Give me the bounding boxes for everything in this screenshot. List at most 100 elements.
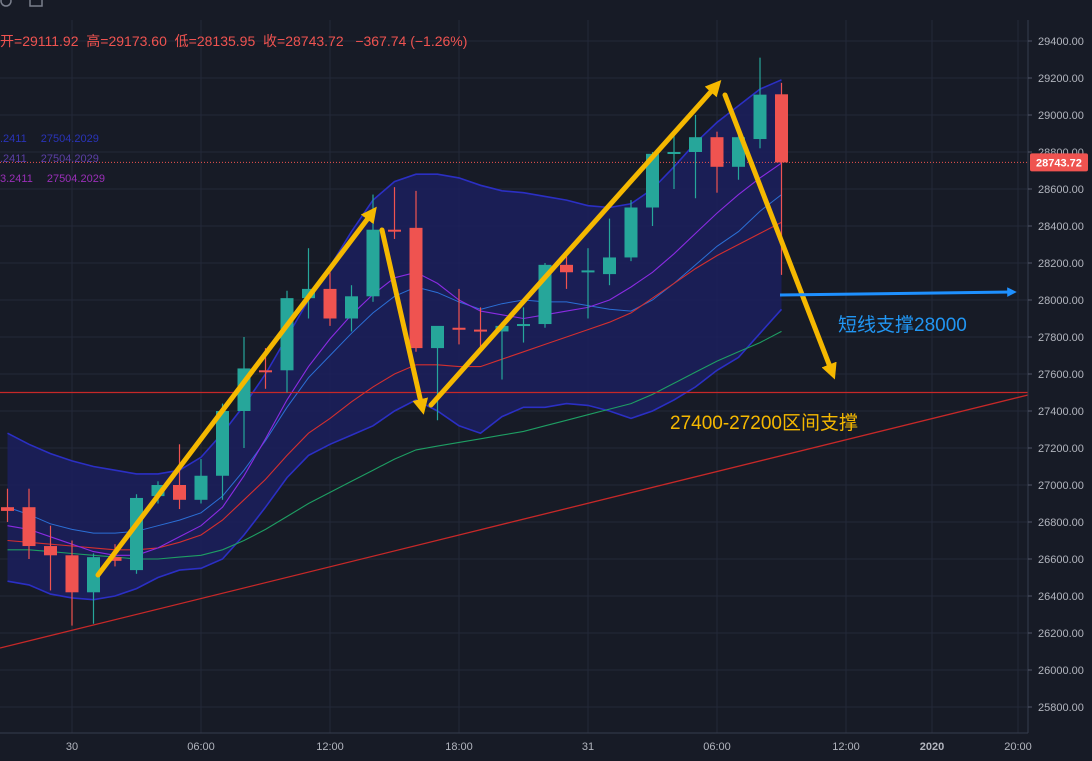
candle-body-35 [753, 94, 767, 140]
price-tick-label-5: 26800.00 [1038, 517, 1084, 529]
candle-27[interactable] [581, 248, 595, 319]
candle-0[interactable] [1, 488, 14, 522]
candle-33[interactable] [710, 131, 724, 193]
price-tick-label-1: 26000.00 [1038, 665, 1084, 677]
candles[interactable] [1, 57, 788, 626]
candle-body-30 [646, 153, 659, 208]
high-value: 29173.60 [108, 33, 167, 49]
price-tick-label-4: 26600.00 [1038, 554, 1084, 566]
candle-20[interactable] [431, 325, 444, 421]
candle-body-22 [474, 329, 487, 332]
candle-35[interactable] [753, 57, 767, 149]
candle-10[interactable] [216, 403, 229, 500]
price-tick-label-14: 28600.00 [1038, 184, 1084, 196]
last-price-badge [1030, 153, 1088, 172]
price-tick-label-12: 28200.00 [1038, 258, 1084, 270]
candle-body-12 [259, 370, 272, 373]
candle-body-8 [173, 485, 186, 500]
candle-body-21 [452, 327, 466, 330]
candle-13[interactable] [280, 290, 294, 393]
close-value: 28743.72 [285, 33, 344, 49]
candle-32[interactable] [689, 115, 702, 199]
candle-body-15 [323, 288, 337, 319]
candle-9[interactable] [194, 459, 208, 504]
candle-body-10 [216, 411, 229, 476]
candle-body-33 [710, 137, 724, 167]
candle-30[interactable] [646, 152, 659, 226]
candle-4[interactable] [87, 553, 100, 624]
time-tick-label-4: 31 [582, 741, 594, 753]
candle-28[interactable] [603, 218, 616, 286]
price-tick-label-6: 27000.00 [1038, 480, 1084, 492]
indicator-1-right: 27504.2029 [40, 133, 99, 145]
candle-21[interactable] [452, 288, 466, 345]
candle-body-3 [65, 555, 79, 593]
analysis-arrows [95, 80, 1017, 578]
candle-body-28 [603, 257, 616, 275]
candle-body-2 [44, 546, 57, 556]
time-tick-label-5: 06:00 [703, 741, 731, 753]
candle-22[interactable] [474, 307, 487, 349]
last-price-label: 28743.72 [1036, 157, 1082, 169]
candle-19[interactable] [409, 190, 423, 352]
candle-body-18 [388, 229, 401, 232]
candle-2[interactable] [44, 525, 57, 591]
candle-body-26 [560, 264, 573, 273]
time-tick-label-3: 18:00 [445, 741, 473, 753]
candle-24[interactable] [517, 307, 530, 343]
annotation-short-support: 短线支撑28000 [838, 314, 967, 336]
time-tick-label-8: 20:00 [1004, 741, 1032, 753]
open-label: 开= [0, 33, 23, 49]
indicator-2-right: 27504.2029 [40, 153, 99, 165]
candle-15[interactable] [323, 272, 337, 326]
ohlc-legend: 开=29111.92 高=29173.60 低=28135.95 收=28743… [0, 31, 467, 51]
candle-body-5 [108, 557, 122, 561]
candle-31[interactable] [667, 133, 681, 190]
candle-18[interactable] [388, 187, 401, 239]
candle-body-7 [151, 485, 165, 497]
candle-1[interactable] [22, 488, 36, 559]
time-tick-label-1: 06:00 [187, 741, 215, 753]
candle-body-31 [667, 152, 681, 154]
low-label: 低= [174, 33, 197, 49]
time-tick-label-7: 2020 [920, 741, 944, 753]
price-tick-label-9: 27600.00 [1038, 369, 1084, 381]
candle-16[interactable] [345, 285, 358, 332]
indicator-legend-1: .2411 27504.2029 [0, 133, 113, 145]
candle-body-13 [280, 298, 294, 371]
trend-lines [0, 161, 1029, 649]
indicator-legend-2: .2411 27504.2029 [0, 153, 113, 165]
candle-body-20 [431, 325, 444, 349]
blue-arrow [779, 287, 1017, 297]
top-toolbar [0, 0, 60, 14]
settings-icon[interactable] [0, 0, 12, 7]
candle-29[interactable] [624, 200, 638, 262]
high-label: 高= [86, 33, 109, 49]
price-tick-label-10: 27800.00 [1038, 332, 1084, 344]
change-value: −367.74 (−1.26%) [355, 33, 468, 49]
bollinger-lower-line [7, 308, 783, 601]
indicator-3-left: 3.2411 [0, 173, 33, 185]
candle-body-29 [624, 207, 638, 258]
yellow-arrow-1 [379, 227, 429, 415]
indicator-2-left: .2411 [0, 153, 27, 165]
candle-8[interactable] [173, 444, 186, 510]
price-axis: 25800.00 26000.00 26200.00 26400.00 26600.00… [1027, 20, 1088, 733]
candle-body-16 [345, 296, 358, 319]
price-tick-label-0: 25800.00 [1038, 702, 1084, 714]
time-axis: 30 06:00 12:00 18:00 31 06:00 12:00 2020 20:00 [0, 732, 1032, 753]
candle-3[interactable] [65, 540, 79, 626]
yellow-arrow-2 [428, 80, 722, 408]
candle-body-36 [775, 94, 788, 163]
candle-body-17 [366, 229, 380, 297]
price-tick-label-11: 28000.00 [1038, 295, 1084, 307]
screenshot-icon[interactable] [29, 0, 43, 7]
rising-trend-line [0, 394, 1029, 649]
price-tick-label-17: 29200.00 [1038, 73, 1084, 85]
price-tick-label-13: 28400.00 [1038, 221, 1084, 233]
close-label: 收= [263, 33, 286, 49]
candle-body-0 [1, 507, 14, 511]
indicator-legend-3: 3.2411 27504.2029 [0, 173, 119, 185]
price-tick-label-3: 26400.00 [1038, 591, 1084, 603]
